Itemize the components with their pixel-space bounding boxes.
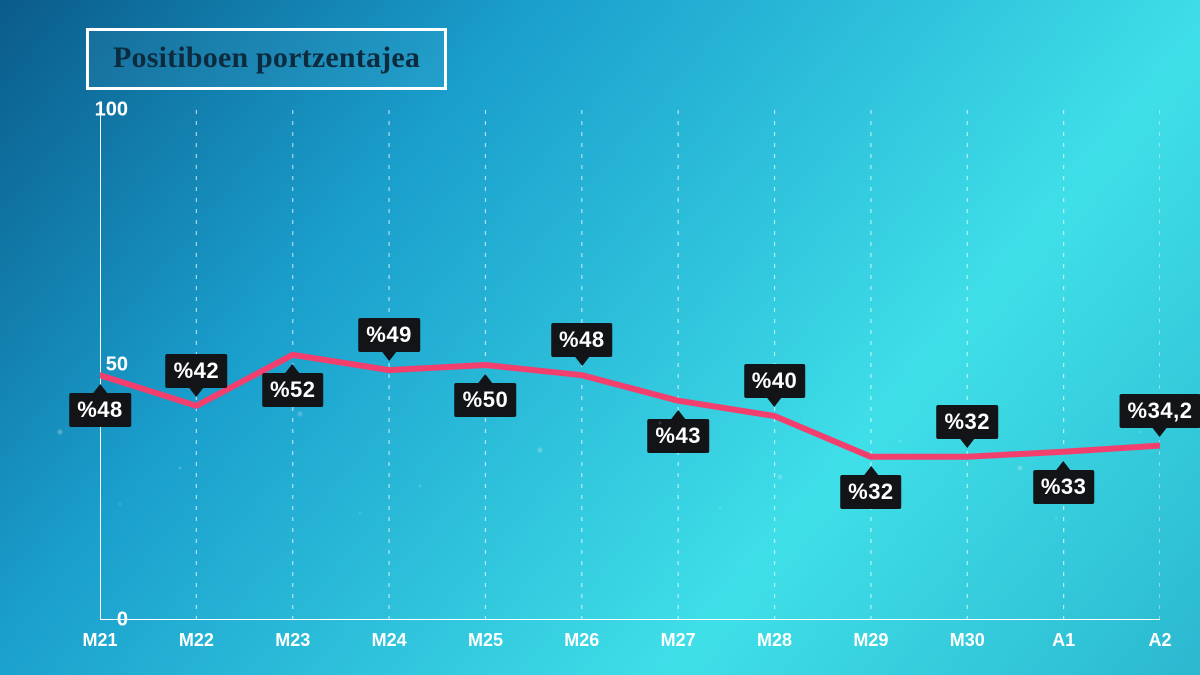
x-tick-label: A2: [1148, 630, 1171, 651]
chart-title-box: Positiboen portzentajea: [86, 28, 447, 90]
x-tick-label: M25: [468, 630, 503, 651]
value-label: %32: [936, 405, 998, 439]
x-tick-label: M28: [757, 630, 792, 651]
value-label: %34,2: [1120, 394, 1200, 428]
chart-title: Positiboen portzentajea: [113, 41, 420, 74]
value-label: %43: [647, 419, 709, 453]
x-tick-label: M21: [82, 630, 117, 651]
x-tick-label: M26: [564, 630, 599, 651]
x-tick-label: M27: [661, 630, 696, 651]
y-tick-label: 100: [68, 99, 128, 122]
y-tick-label: 0: [68, 609, 128, 632]
value-label: %50: [455, 383, 517, 417]
x-tick-label: M30: [950, 630, 985, 651]
data-line: [100, 355, 1160, 457]
chart-svg: [100, 110, 1160, 620]
x-tick-label: M29: [853, 630, 888, 651]
value-label: %48: [551, 323, 613, 357]
x-tick-label: M23: [275, 630, 310, 651]
x-tick-label: M22: [179, 630, 214, 651]
y-tick-label: 50: [68, 354, 128, 377]
value-label: %42: [166, 354, 228, 388]
value-label: %32: [840, 475, 902, 509]
value-label: %40: [744, 364, 806, 398]
value-label: %49: [358, 318, 420, 352]
x-tick-label: M24: [372, 630, 407, 651]
chart-stage: Positiboen portzentajea M21 M22 M23 M24 M25 M…: [0, 0, 1200, 675]
x-tick-label: A1: [1052, 630, 1075, 651]
value-label: %48: [69, 393, 131, 427]
chart-plot-area: M21M22M23M24M25M26M27M28M29M30A1A2%48%42…: [100, 110, 1160, 620]
value-label: %33: [1033, 470, 1095, 504]
value-label: %52: [262, 373, 324, 407]
